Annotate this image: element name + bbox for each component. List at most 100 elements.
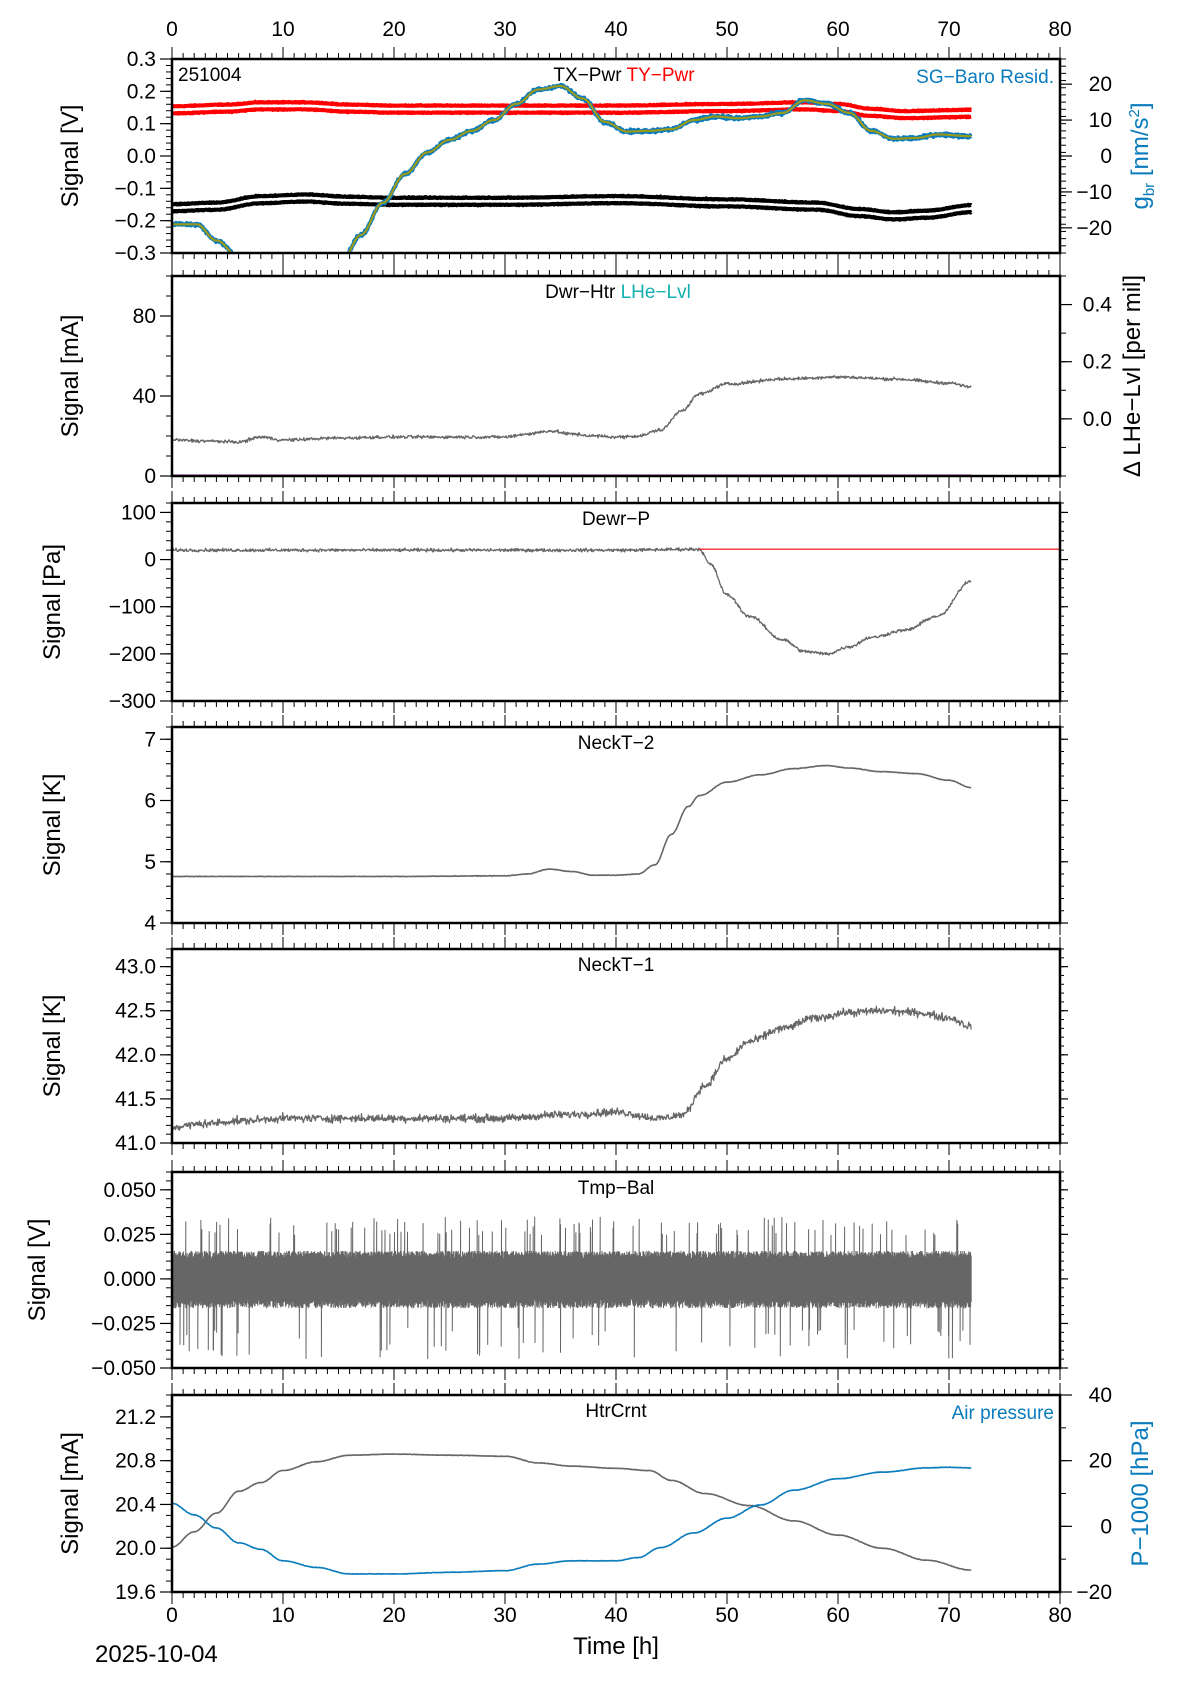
plot-area: [172, 276, 1060, 476]
x-tick-label-top: 40: [604, 18, 627, 41]
series-tx-pwr-lower: [172, 199, 973, 222]
x-tick-label-bottom: 10: [271, 1604, 294, 1627]
y2-axis-title: gbr [nm/s2]: [1126, 102, 1158, 209]
y-tick-label: −100: [109, 596, 156, 619]
y-tick-label: 20.8: [115, 1450, 156, 1473]
y-axis-right: 0.0 0.2 0.4: [1060, 275, 1112, 477]
x-tick-label-bottom: 0: [166, 1604, 178, 1627]
panel-title: Tmp−Bal: [578, 1178, 655, 1199]
series-neckt-2: [172, 764, 972, 878]
y-tick-label: 20.4: [115, 1493, 156, 1516]
x-axis-title: Time [h]: [573, 1633, 659, 1660]
y-tick-label: 4: [144, 912, 156, 935]
y-tick-label: 0.050: [103, 1179, 156, 1202]
y-tick-label: 21.2: [115, 1406, 156, 1429]
x-tick-label-bottom: 20: [382, 1604, 405, 1627]
plot-area: [172, 59, 1060, 253]
y-tick-label: 19.6: [115, 1581, 156, 1604]
y-axis-title: Signal [V]: [57, 105, 84, 208]
y-tick-label: 0.2: [127, 80, 156, 103]
y-tick-label: 0.025: [103, 1223, 156, 1246]
series-layer: [172, 547, 1060, 656]
y2-tick-label: −20: [1076, 217, 1112, 240]
x-ticks: [171, 264, 1061, 488]
plot-area: [172, 503, 1060, 701]
y-axis-title: Signal [mA]: [57, 315, 84, 438]
panel-right-label: SG−Baro Resid.: [916, 67, 1054, 88]
y-tick-label: −200: [109, 643, 156, 666]
panel-title: NeckT−1: [578, 955, 655, 976]
y-tick-label: 6: [144, 790, 156, 813]
x-ticks: [171, 491, 1061, 713]
x-ticks: [171, 1160, 1061, 1380]
panel-title-part: NeckT−2: [578, 733, 655, 754]
panel-dewr-p: −300 −200 −100 0 100 Signal [Pa] Dewr−P: [39, 491, 1068, 713]
y-tick-label: 20.0: [115, 1537, 156, 1560]
series-air-pressure: [172, 1466, 972, 1575]
y-tick-label: 42.5: [115, 1000, 156, 1023]
y-tick-label: −300: [109, 690, 156, 713]
x-tick-label-top: 10: [271, 18, 294, 41]
y2-tick-label: 0.2: [1083, 351, 1112, 374]
y-axis-title: Signal [K]: [39, 995, 66, 1098]
y-tick-label: 80: [133, 305, 156, 328]
y-tick-label: 42.0: [115, 1044, 156, 1067]
x-tick-label-bottom: 40: [604, 1604, 627, 1627]
y-tick-label: 41.0: [115, 1132, 156, 1155]
y-axis-title: Signal [K]: [39, 774, 66, 877]
y-tick-label: 0: [144, 549, 156, 572]
plot-area: [172, 949, 1060, 1143]
x-ticks: [171, 47, 1061, 265]
y-tick-label: −0.025: [91, 1312, 156, 1335]
panel-title: NeckT−2: [578, 733, 655, 754]
series-tx-pwr-upper: [172, 192, 973, 215]
x-tick-label-top: 0: [166, 18, 178, 41]
series-layer: [172, 1216, 972, 1360]
panel-title: Dewr−P: [582, 509, 650, 530]
panel-title-part: LHe−Lvl: [615, 282, 691, 303]
plot-area: [172, 1395, 1060, 1592]
y-axis-left: 4 5 6 7: [144, 726, 1068, 935]
series-layer: [172, 1005, 972, 1131]
panel-right-label: Air pressure: [952, 1403, 1054, 1424]
panel-neckt-2: 4 5 6 7 Signal [K] NeckT−2: [39, 715, 1068, 935]
y2-tick-label: 10: [1089, 109, 1112, 132]
x-tick-label-top: 80: [1048, 18, 1071, 41]
y-axis-left: 0 40 80: [133, 275, 172, 488]
panel-tmp-bal: −0.050 −0.025 0.000 0.025 0.050 Signal [V] Tmp…: [24, 1160, 1068, 1380]
panel-title: TX−Pwr TY−Pwr: [553, 65, 695, 86]
y2-tick-label: 20: [1089, 73, 1112, 96]
y2-tick-label: 20: [1089, 1450, 1112, 1473]
panel-title-part: Dewr−P: [582, 509, 650, 530]
date-label: 2025-10-04: [95, 1641, 218, 1668]
x-tick-label-top: 50: [715, 18, 738, 41]
y-tick-label: 43.0: [115, 956, 156, 979]
y2-axis-title: P−1000 [hPa]: [1127, 1420, 1154, 1566]
series-tmp-bal: [172, 1216, 972, 1360]
y-axis-right: −20 −10 0 10 20: [1060, 58, 1112, 254]
y-axis-left: 41.0 41.5 42.0 42.5 43.0: [115, 948, 1068, 1155]
panel-title: Dwr−Htr LHe−Lvl: [545, 282, 691, 303]
x-tick-label-bottom: 50: [715, 1604, 738, 1627]
panel-title-part: NeckT−1: [578, 955, 655, 976]
series-layer: [172, 1453, 972, 1575]
y-axis-title: Signal [V]: [24, 1219, 51, 1322]
panels-layer: −0.3 −0.2 −0.1 0.0 0.1 0.2 0.3 Signal [V] −20 −10…: [24, 47, 1158, 1604]
y-axis-right: −20 0 20 40: [1060, 1384, 1112, 1604]
y-tick-label: 0.3: [127, 48, 156, 71]
x-tick-label-bottom: 70: [937, 1604, 960, 1627]
y2-tick-label: 0.0: [1083, 408, 1112, 431]
x-tick-label-bottom: 60: [826, 1604, 849, 1627]
panel-title-part: Tmp−Bal: [578, 1178, 655, 1199]
bottom-x-axis: 0 10 20 30 40 50 60 70 80: [166, 1604, 1072, 1627]
y-axis-left: −0.3 −0.2 −0.1 0.0 0.1 0.2 0.3: [115, 48, 172, 265]
station-code-label: 251004: [178, 65, 242, 86]
y-tick-label: −0.2: [115, 210, 156, 233]
panel-neckt-1: 41.0 41.5 42.0 42.5 43.0 Signal [K] NeckT−1: [39, 937, 1068, 1155]
series-sg-baro-resid-smoothed: [172, 84, 972, 253]
panel-dwr-htr: 0 40 80 Signal [mA] 0.0 0.2 0.4 Δ LHe−Lvl [per …: [57, 264, 1146, 488]
x-tick-label-top: 70: [937, 18, 960, 41]
y-tick-label: −0.1: [115, 177, 156, 200]
x-ticks: [171, 1383, 1061, 1604]
